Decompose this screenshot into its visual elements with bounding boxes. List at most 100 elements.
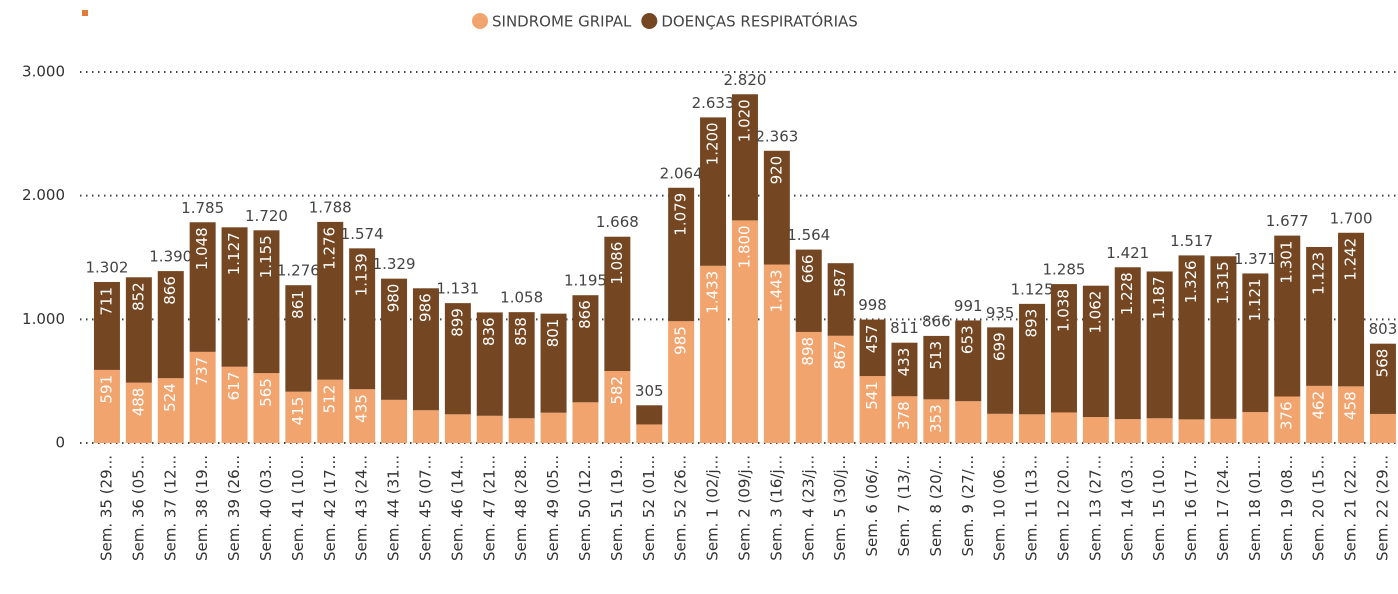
x-tick-label: Sem. 13 (27... bbox=[1086, 455, 1104, 561]
x-tick-label: Sem. 15 (10... bbox=[1150, 455, 1168, 561]
value-label: 653 bbox=[959, 325, 977, 354]
legend-marker bbox=[641, 13, 658, 29]
total-label: 811 bbox=[890, 319, 919, 337]
bar-segment bbox=[572, 402, 599, 443]
x-tick-label: Sem. 9 (27/... bbox=[959, 455, 977, 557]
x-tick-label: Sem. 48 (28... bbox=[512, 455, 530, 561]
bar-segment bbox=[891, 396, 918, 443]
value-label: 737 bbox=[193, 357, 211, 386]
value-label: 866 bbox=[161, 276, 179, 305]
bar-segment bbox=[540, 313, 567, 413]
value-label: 1.433 bbox=[704, 271, 722, 314]
bar-segment bbox=[349, 248, 376, 390]
x-tick-label: Sem. 4 (23/j... bbox=[799, 455, 817, 561]
x-tick-label: Sem. 45 (07... bbox=[416, 455, 434, 561]
bar-segment bbox=[125, 382, 152, 443]
x-tick-label: Sem. 39 (26... bbox=[225, 455, 243, 561]
value-label: 1.038 bbox=[1054, 289, 1072, 332]
total-label: 866 bbox=[922, 312, 951, 330]
legend-marker bbox=[472, 13, 488, 29]
x-tick-label: Sem. 22 (29... bbox=[1373, 455, 1391, 561]
total-label: 1.329 bbox=[373, 255, 416, 273]
total-label: 1.285 bbox=[1042, 261, 1085, 279]
total-label: 1.668 bbox=[596, 213, 639, 231]
bar-segment bbox=[1369, 343, 1396, 414]
value-label: 866 bbox=[576, 300, 594, 329]
value-label: 488 bbox=[129, 388, 147, 417]
value-label: 1.121 bbox=[1246, 278, 1264, 321]
bar-segment bbox=[731, 220, 758, 443]
bar-segment bbox=[1338, 232, 1365, 387]
value-label: 1.187 bbox=[1150, 276, 1168, 319]
value-label: 1.228 bbox=[1118, 272, 1136, 315]
x-tick-label: Sem. 41 (10... bbox=[289, 455, 307, 561]
bar-segment bbox=[540, 412, 567, 443]
total-label: 1.785 bbox=[181, 199, 224, 217]
bar-segment bbox=[253, 373, 280, 443]
x-tick-label: Sem. 20 (15... bbox=[1310, 455, 1328, 561]
value-label: 986 bbox=[416, 293, 434, 322]
bar-segment bbox=[93, 281, 120, 370]
value-label: 435 bbox=[353, 394, 371, 423]
bar-segment bbox=[955, 320, 982, 402]
bar-segment bbox=[1050, 412, 1077, 443]
x-tick-label: Sem. 10 (06... bbox=[991, 455, 1009, 561]
bar-segment bbox=[668, 187, 695, 322]
value-label: 867 bbox=[831, 341, 849, 370]
value-label: 1.301 bbox=[1278, 241, 1296, 284]
total-label: 1.517 bbox=[1170, 232, 1213, 250]
bar-segment bbox=[125, 277, 152, 383]
x-tick-label: Sem. 8 (20/... bbox=[927, 455, 945, 557]
bar-segment bbox=[1369, 413, 1396, 443]
x-tick-label: Sem. 35 (29... bbox=[97, 455, 115, 561]
value-label: 1.139 bbox=[353, 253, 371, 296]
value-label: 898 bbox=[799, 337, 817, 366]
bar-segment bbox=[795, 249, 822, 332]
bar-segment bbox=[636, 405, 663, 425]
x-tick-label: Sem. 21 (22... bbox=[1342, 455, 1360, 561]
value-label: 457 bbox=[863, 325, 881, 354]
y-tick-label: 3.000 bbox=[22, 63, 65, 81]
bar-segment bbox=[987, 327, 1014, 414]
value-label: 462 bbox=[1310, 391, 1328, 420]
total-label: 1.720 bbox=[245, 207, 288, 225]
bar-segment bbox=[1306, 385, 1333, 443]
bar-segment bbox=[93, 369, 120, 443]
x-tick-label: Sem. 38 (19... bbox=[193, 455, 211, 561]
total-label: 1.574 bbox=[341, 225, 384, 243]
bar-segment bbox=[955, 401, 982, 443]
bar-segment bbox=[476, 415, 503, 443]
value-label: 376 bbox=[1278, 402, 1296, 431]
bar-segment bbox=[1210, 256, 1237, 419]
legend-label: SINDROME GRIPAL bbox=[492, 13, 632, 31]
bar-segment bbox=[381, 399, 408, 443]
bar-segment bbox=[157, 271, 184, 379]
bar-segment bbox=[1146, 418, 1173, 443]
x-tick-label: Sem. 47 (21... bbox=[480, 455, 498, 561]
value-label: 899 bbox=[448, 308, 466, 337]
x-tick-label: Sem. 19 (08... bbox=[1278, 455, 1296, 561]
bar-segment bbox=[412, 288, 439, 411]
bar-segment bbox=[189, 222, 216, 352]
value-label: 353 bbox=[927, 404, 945, 433]
bar-segment bbox=[317, 221, 344, 380]
total-label: 1.700 bbox=[1330, 209, 1373, 227]
value-label: 920 bbox=[767, 156, 785, 185]
value-label: 1.315 bbox=[1214, 261, 1232, 304]
total-label: 1.195 bbox=[564, 272, 607, 290]
x-tick-label: Sem. 42 (17... bbox=[321, 455, 339, 561]
y-tick-label: 1.000 bbox=[22, 310, 65, 328]
total-label: 1.371 bbox=[1234, 250, 1277, 268]
bar-segment bbox=[1338, 386, 1365, 443]
bar-segment bbox=[987, 413, 1014, 443]
y-tick-label: 2.000 bbox=[22, 186, 65, 204]
value-label: 587 bbox=[831, 268, 849, 297]
bar-segment bbox=[604, 236, 631, 372]
total-label: 305 bbox=[635, 382, 664, 400]
bar-segment bbox=[1050, 284, 1077, 413]
bar-segment bbox=[1114, 267, 1141, 420]
bar-segment bbox=[891, 342, 918, 397]
bar-segment bbox=[1178, 419, 1205, 443]
total-label: 1.131 bbox=[436, 280, 479, 298]
bar-segment bbox=[285, 285, 312, 392]
